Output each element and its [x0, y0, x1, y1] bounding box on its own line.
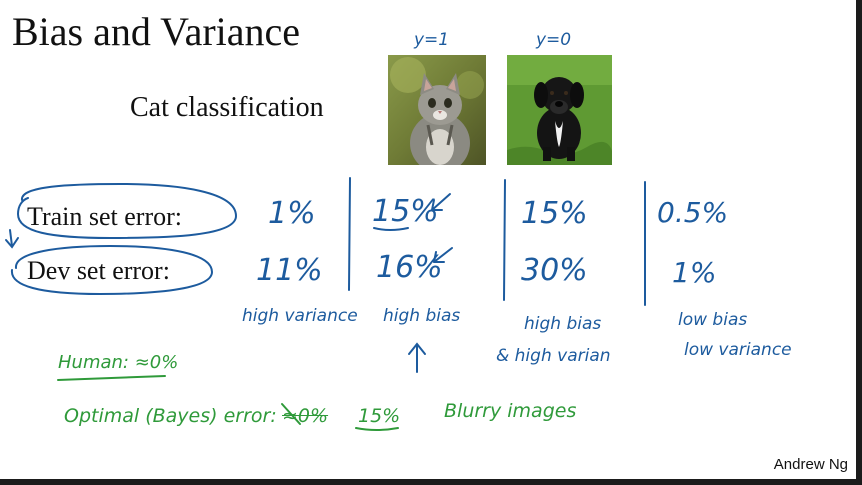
- dev-error-label: Dev set error:: [27, 256, 170, 285]
- human-error-note: Human: ≈0%: [58, 352, 179, 373]
- author-footer: Andrew Ng: [773, 456, 848, 473]
- col3-note1: high bias: [524, 314, 602, 334]
- separator-2: [503, 179, 506, 301]
- bayes-error-value: 15%: [358, 405, 401, 427]
- cat-photo: [388, 55, 486, 165]
- arrow-check-2: [433, 247, 453, 263]
- strike-mark: [281, 403, 301, 425]
- blurry-images-note: Blurry images: [444, 400, 577, 422]
- human-underline: [57, 375, 166, 381]
- col2-note: high bias: [383, 306, 461, 326]
- col4-dev: 1%: [672, 256, 717, 289]
- col3-dev: 30%: [521, 253, 588, 288]
- col1-note: high variance: [242, 306, 358, 326]
- train-circle: [16, 182, 238, 240]
- right-border: [856, 0, 862, 485]
- slide-title: Bias and Variance: [12, 9, 301, 54]
- bayes-error-prefix: Optimal (Bayes) error:: [64, 405, 277, 427]
- bayes-underline: [355, 427, 399, 431]
- arrow-check-1: [431, 193, 451, 211]
- bottom-border: [0, 479, 862, 485]
- separator-1: [348, 177, 351, 291]
- col3-train: 15%: [521, 196, 588, 231]
- dog-label: y=0: [536, 30, 572, 50]
- bayes-error-struck: ≈0%: [282, 405, 329, 427]
- dev-circle: [10, 244, 214, 296]
- dog-photo: [507, 55, 612, 165]
- col4-note1: low bias: [678, 310, 748, 330]
- up-arrow: [408, 342, 426, 373]
- col4-note2: low variance: [684, 340, 792, 360]
- col2-train: 15%: [372, 194, 439, 229]
- underline-15: [373, 227, 409, 231]
- col3-note2: & high varian: [496, 346, 611, 366]
- col1-dev: 11%: [256, 253, 323, 288]
- down-arrow: [5, 229, 19, 249]
- cat-label: y=1: [414, 30, 450, 50]
- col1-train: 1%: [268, 196, 316, 231]
- train-error-label: Train set error:: [27, 202, 183, 231]
- col4-train: 0.5%: [657, 196, 729, 229]
- col2-dev: 16%: [376, 250, 443, 285]
- slide-subtitle: Cat classification: [130, 92, 324, 123]
